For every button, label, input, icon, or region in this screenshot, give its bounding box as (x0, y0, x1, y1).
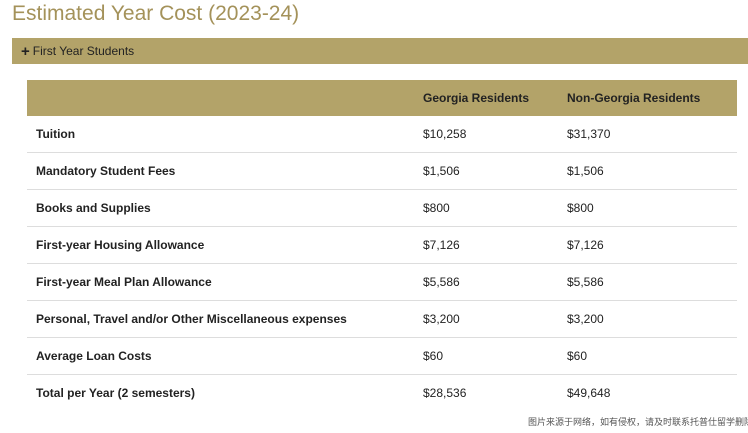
accordion-toggle[interactable]: + First Year Students (12, 38, 748, 64)
cost-cell: $5,586 (567, 263, 737, 301)
table-head: Georgia Residents Non-Georgia Residents (27, 80, 737, 116)
header-row: Georgia Residents Non-Georgia Residents (27, 80, 737, 116)
cost-cell: $60 (423, 337, 567, 375)
accordion-label[interactable]: First Year Students (32, 44, 135, 58)
table-row: First-year Housing Allowance $7,126 $7,126 (27, 226, 737, 264)
cost-cell: $7,126 (567, 226, 737, 264)
watermark: 图片来源于网络，如有侵权，请及时联系托普仕留学删除 (528, 417, 748, 427)
cost-cell: $3,200 (423, 300, 567, 338)
cost-cell: $7,126 (423, 226, 567, 264)
header-cell (27, 80, 423, 116)
row-label: Average Loan Costs (27, 337, 423, 375)
cost-cell: $1,506 (423, 152, 567, 190)
table-row: First-year Meal Plan Allowance $5,586 $5,5… (27, 263, 737, 301)
cost-table: Georgia Residents Non-Georgia Residents … (27, 80, 737, 411)
cost-cell: $10,258 (423, 116, 567, 153)
cost-cell: $60 (567, 337, 737, 375)
cost-cell: $5,586 (423, 263, 567, 301)
cost-cell: $3,200 (567, 300, 737, 338)
cost-cell: $49,648 (567, 386, 611, 400)
page-title: Estimated Year Cost (2023-24) (12, 2, 300, 25)
cost-cell: $28,536 (423, 386, 467, 400)
cost-cell: $800 (567, 189, 737, 227)
table-row: Total per Year (2 semesters) $28,536 $49,6… (27, 375, 737, 412)
cost-cell: $1,506 (567, 152, 737, 190)
header-cell: Georgia Residents (423, 80, 567, 116)
row-label: Personal, Travel and/or Other Miscellane… (27, 300, 423, 338)
table-row: Books and Supplies $800 $800 (27, 189, 737, 227)
table-row: Average Loan Costs $60 $60 (27, 337, 737, 375)
row-label: Tuition (27, 116, 423, 153)
expand-icon[interactable]: + (21, 42, 30, 60)
row-label: First-year Housing Allowance (27, 226, 423, 264)
table-row: Tuition $10,258 $31,370 (27, 116, 737, 153)
table-body: Tuition $10,258 $31,370 Mandatory Student F… (27, 116, 737, 411)
cost-cell: $800 (423, 189, 567, 227)
row-label: First-year Meal Plan Allowance (27, 263, 423, 301)
row-label: Mandatory Student Fees (27, 152, 423, 190)
header-cell: Non-Georgia Residents (567, 80, 737, 116)
table-row: Mandatory Student Fees $1,506 $1,506 (27, 152, 737, 190)
row-label: Books and Supplies (27, 189, 423, 227)
table-row: Personal, Travel and/or Other Miscellane… (27, 300, 737, 338)
cost-cell: $31,370 (567, 116, 737, 153)
row-label: Total per Year (2 semesters) (36, 386, 195, 400)
